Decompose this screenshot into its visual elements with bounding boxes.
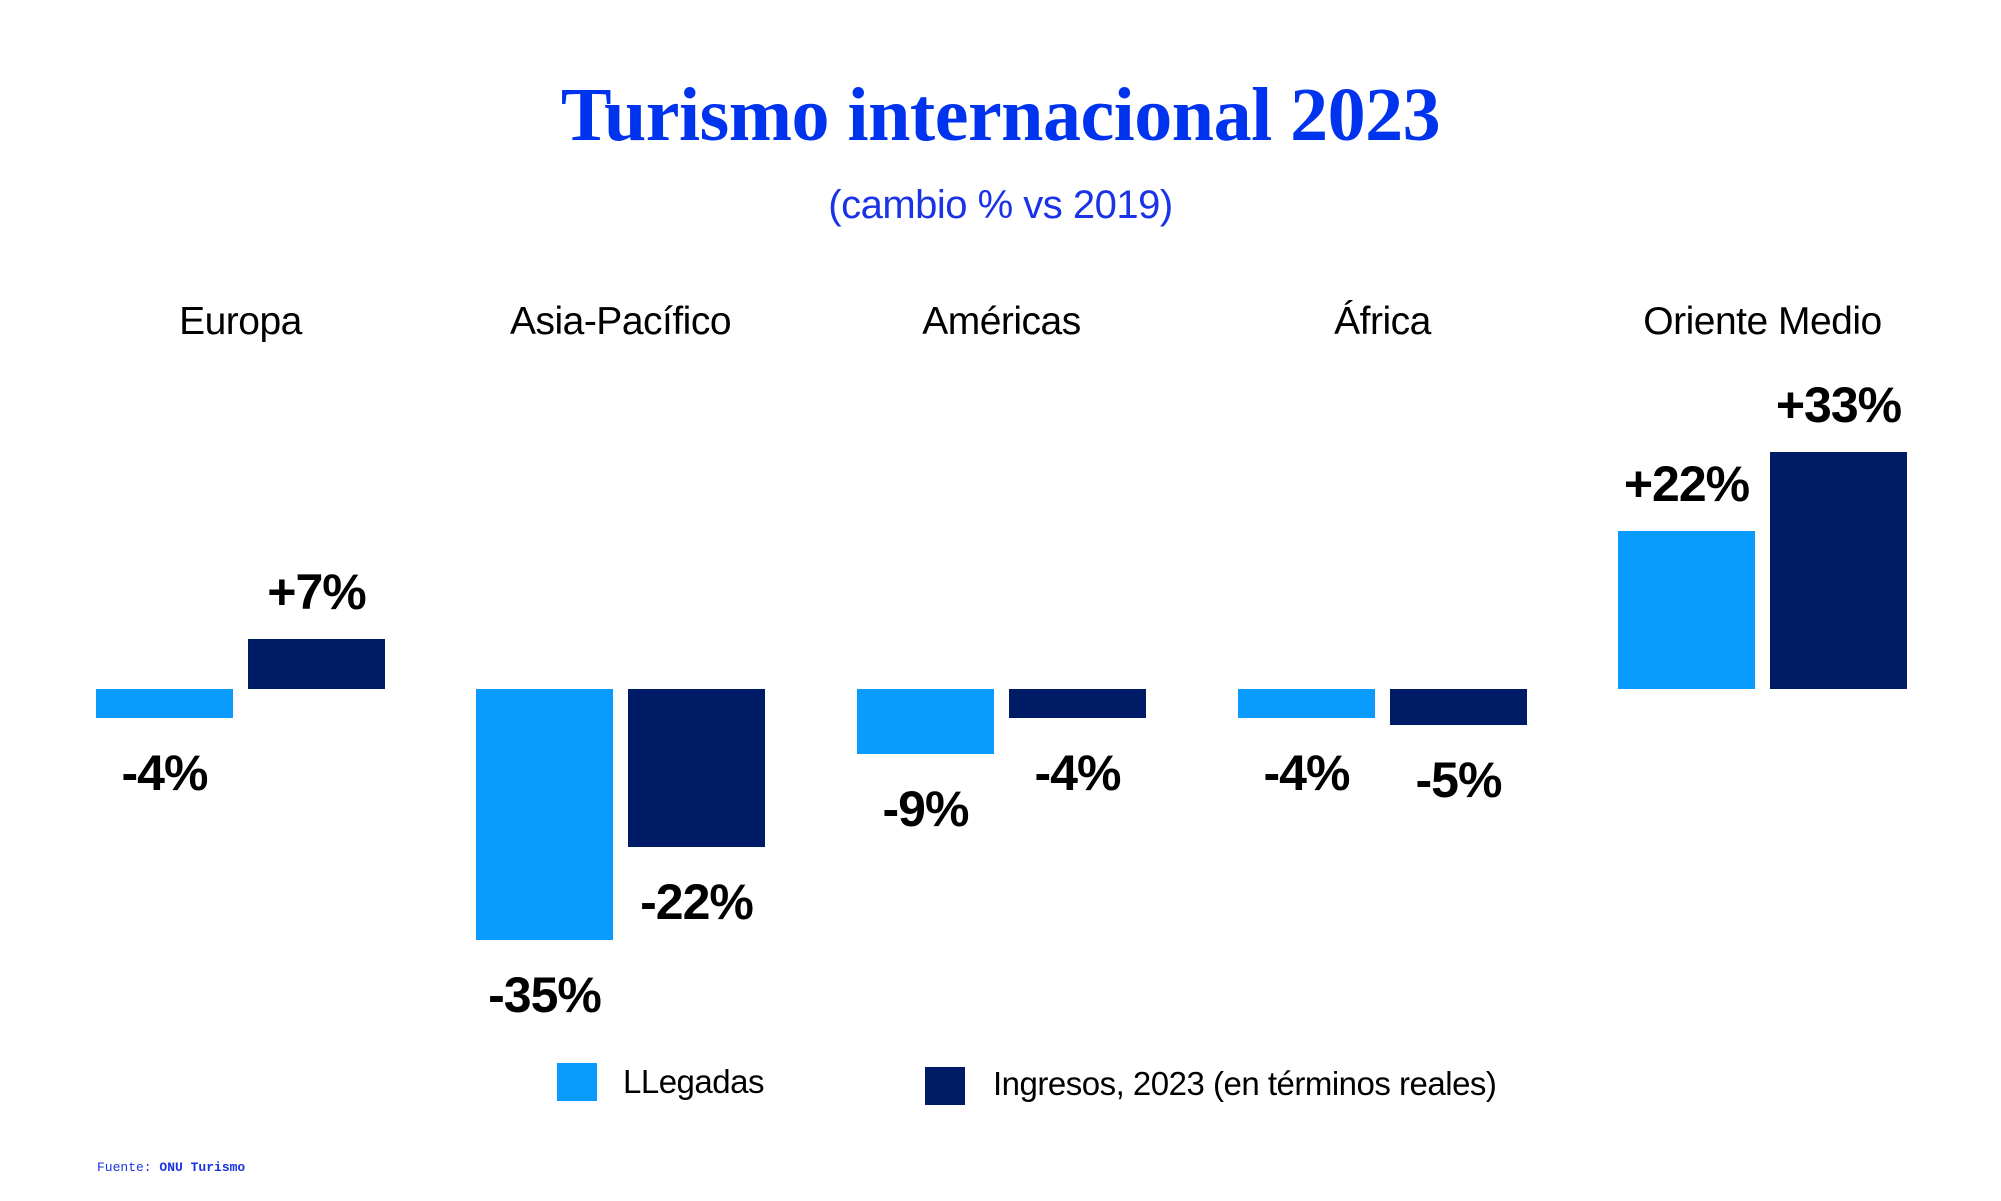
- source-name: ONU Turismo: [159, 1160, 246, 1175]
- bar-receipts: [1009, 689, 1146, 718]
- bar-arrivals: [476, 689, 613, 940]
- value-label-arrivals: -35%: [488, 967, 602, 1023]
- value-label-receipts: -4%: [1034, 745, 1122, 801]
- value-label-receipts: -5%: [1415, 752, 1503, 808]
- region-label: Américas: [922, 300, 1081, 343]
- region-label: África: [1334, 300, 1431, 343]
- source-note: Fuente: ONU Turismo: [97, 1160, 245, 1176]
- bar-receipts: [248, 639, 385, 689]
- bar-receipts: [1770, 452, 1907, 689]
- value-label-receipts: -22%: [640, 874, 754, 930]
- region-label: Europa: [179, 300, 302, 343]
- legend-swatch-receipts: [925, 1067, 965, 1105]
- legend-swatch-arrivals: [557, 1063, 597, 1101]
- bar-receipts: [628, 689, 765, 847]
- value-label-arrivals: -4%: [121, 745, 209, 801]
- bar-arrivals: [857, 689, 994, 754]
- chart-title: Turismo internacional 2023: [560, 73, 1441, 157]
- source-prefix: Fuente:: [97, 1160, 152, 1175]
- value-label-arrivals: -9%: [882, 781, 970, 837]
- bar-receipts: [1390, 689, 1527, 725]
- value-label-receipts: +33%: [1775, 377, 1902, 433]
- bar-arrivals: [1618, 531, 1755, 689]
- value-label-receipts: +7%: [267, 564, 366, 620]
- legend-label-arrivals: LLegadas: [623, 1063, 764, 1100]
- legend-label-receipts: Ingresos, 2023 (en términos reales): [993, 1065, 1497, 1102]
- chart-subtitle: (cambio % vs 2019): [828, 183, 1173, 227]
- region-label: Oriente Medio: [1643, 300, 1882, 343]
- region-label: Asia-Pacífico: [509, 300, 732, 343]
- value-label-arrivals: +22%: [1623, 456, 1750, 512]
- value-label-arrivals: -4%: [1263, 745, 1351, 801]
- bar-arrivals: [96, 689, 233, 718]
- bar-arrivals: [1238, 689, 1375, 718]
